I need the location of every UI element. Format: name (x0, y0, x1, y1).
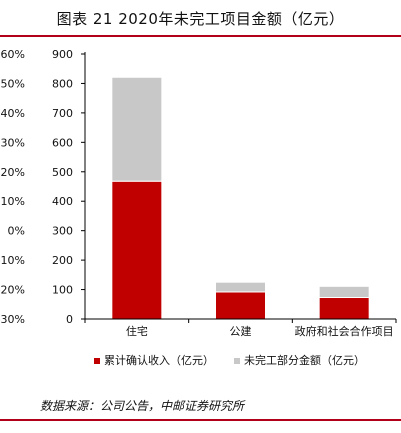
y2-tick-label: 0% (8, 225, 25, 238)
y2-tick-label: 40% (1, 107, 25, 120)
y-tick-label: 500 (52, 166, 73, 179)
x-tick-label: 住宅 (126, 324, 148, 338)
legend-label: 未完工部分金额（亿元） (244, 353, 365, 367)
figure-title: 图表 21 2020年未完工项目金额（亿元） (56, 10, 345, 28)
y2-tick-label: -30% (0, 313, 25, 326)
top-rule (0, 35, 401, 37)
y-tick-label: 800 (52, 77, 73, 90)
y2-tick-label: 30% (1, 136, 25, 149)
y-tick-label: 600 (52, 136, 73, 149)
y-tick-label: 200 (52, 254, 73, 267)
y2-tick-label: 20% (1, 166, 25, 179)
bars (111, 76, 370, 320)
legend-swatch (234, 358, 240, 364)
bar-segment (318, 285, 370, 299)
y2-tick-label: 10% (1, 195, 25, 208)
y2-tick-label: -20% (0, 284, 25, 297)
legend-label: 累计确认收入（亿元） (104, 353, 214, 367)
bar-segment (111, 180, 163, 320)
y-tick-label: 700 (52, 107, 73, 120)
y-tick-label: 300 (52, 225, 73, 238)
y2-tick-label: 60% (1, 48, 25, 61)
y-tick-label: 100 (52, 284, 73, 297)
y2-tick-label: 50% (1, 77, 25, 90)
x-tick-label: 政府和社会合作项目 (295, 324, 394, 338)
bottom-rule (0, 419, 401, 421)
primary-y-axis: 0 100 200 300 400 500 600 700 800 900 (52, 48, 86, 326)
bar-segment (318, 297, 370, 320)
stacked-bar-chart: -30% -20% -10% 0% 10% 20% 30% 40% 50% 60% 0 100 200… (0, 48, 397, 367)
secondary-y-axis: -30% -20% -10% 0% 10% 20% 30% 40% 50% 60% (0, 48, 25, 326)
y-tick-label: 900 (52, 48, 73, 61)
legend: 累计确认收入（亿元） 未完工部分金额（亿元） (94, 353, 365, 367)
x-axis: 住宅 公建 政府和社会合作项目 (84, 318, 397, 338)
source-note: 数据来源：公司公告，中邮证券研究所 (40, 399, 245, 413)
bar-segment (215, 281, 266, 293)
bar-segment (111, 76, 163, 182)
bar-segment (215, 291, 266, 320)
y-tick-label: 400 (52, 195, 73, 208)
y-tick-label: 0 (66, 313, 73, 326)
x-tick-label: 公建 (230, 324, 252, 338)
y2-tick-label: -10% (0, 254, 25, 267)
legend-swatch (94, 358, 100, 364)
